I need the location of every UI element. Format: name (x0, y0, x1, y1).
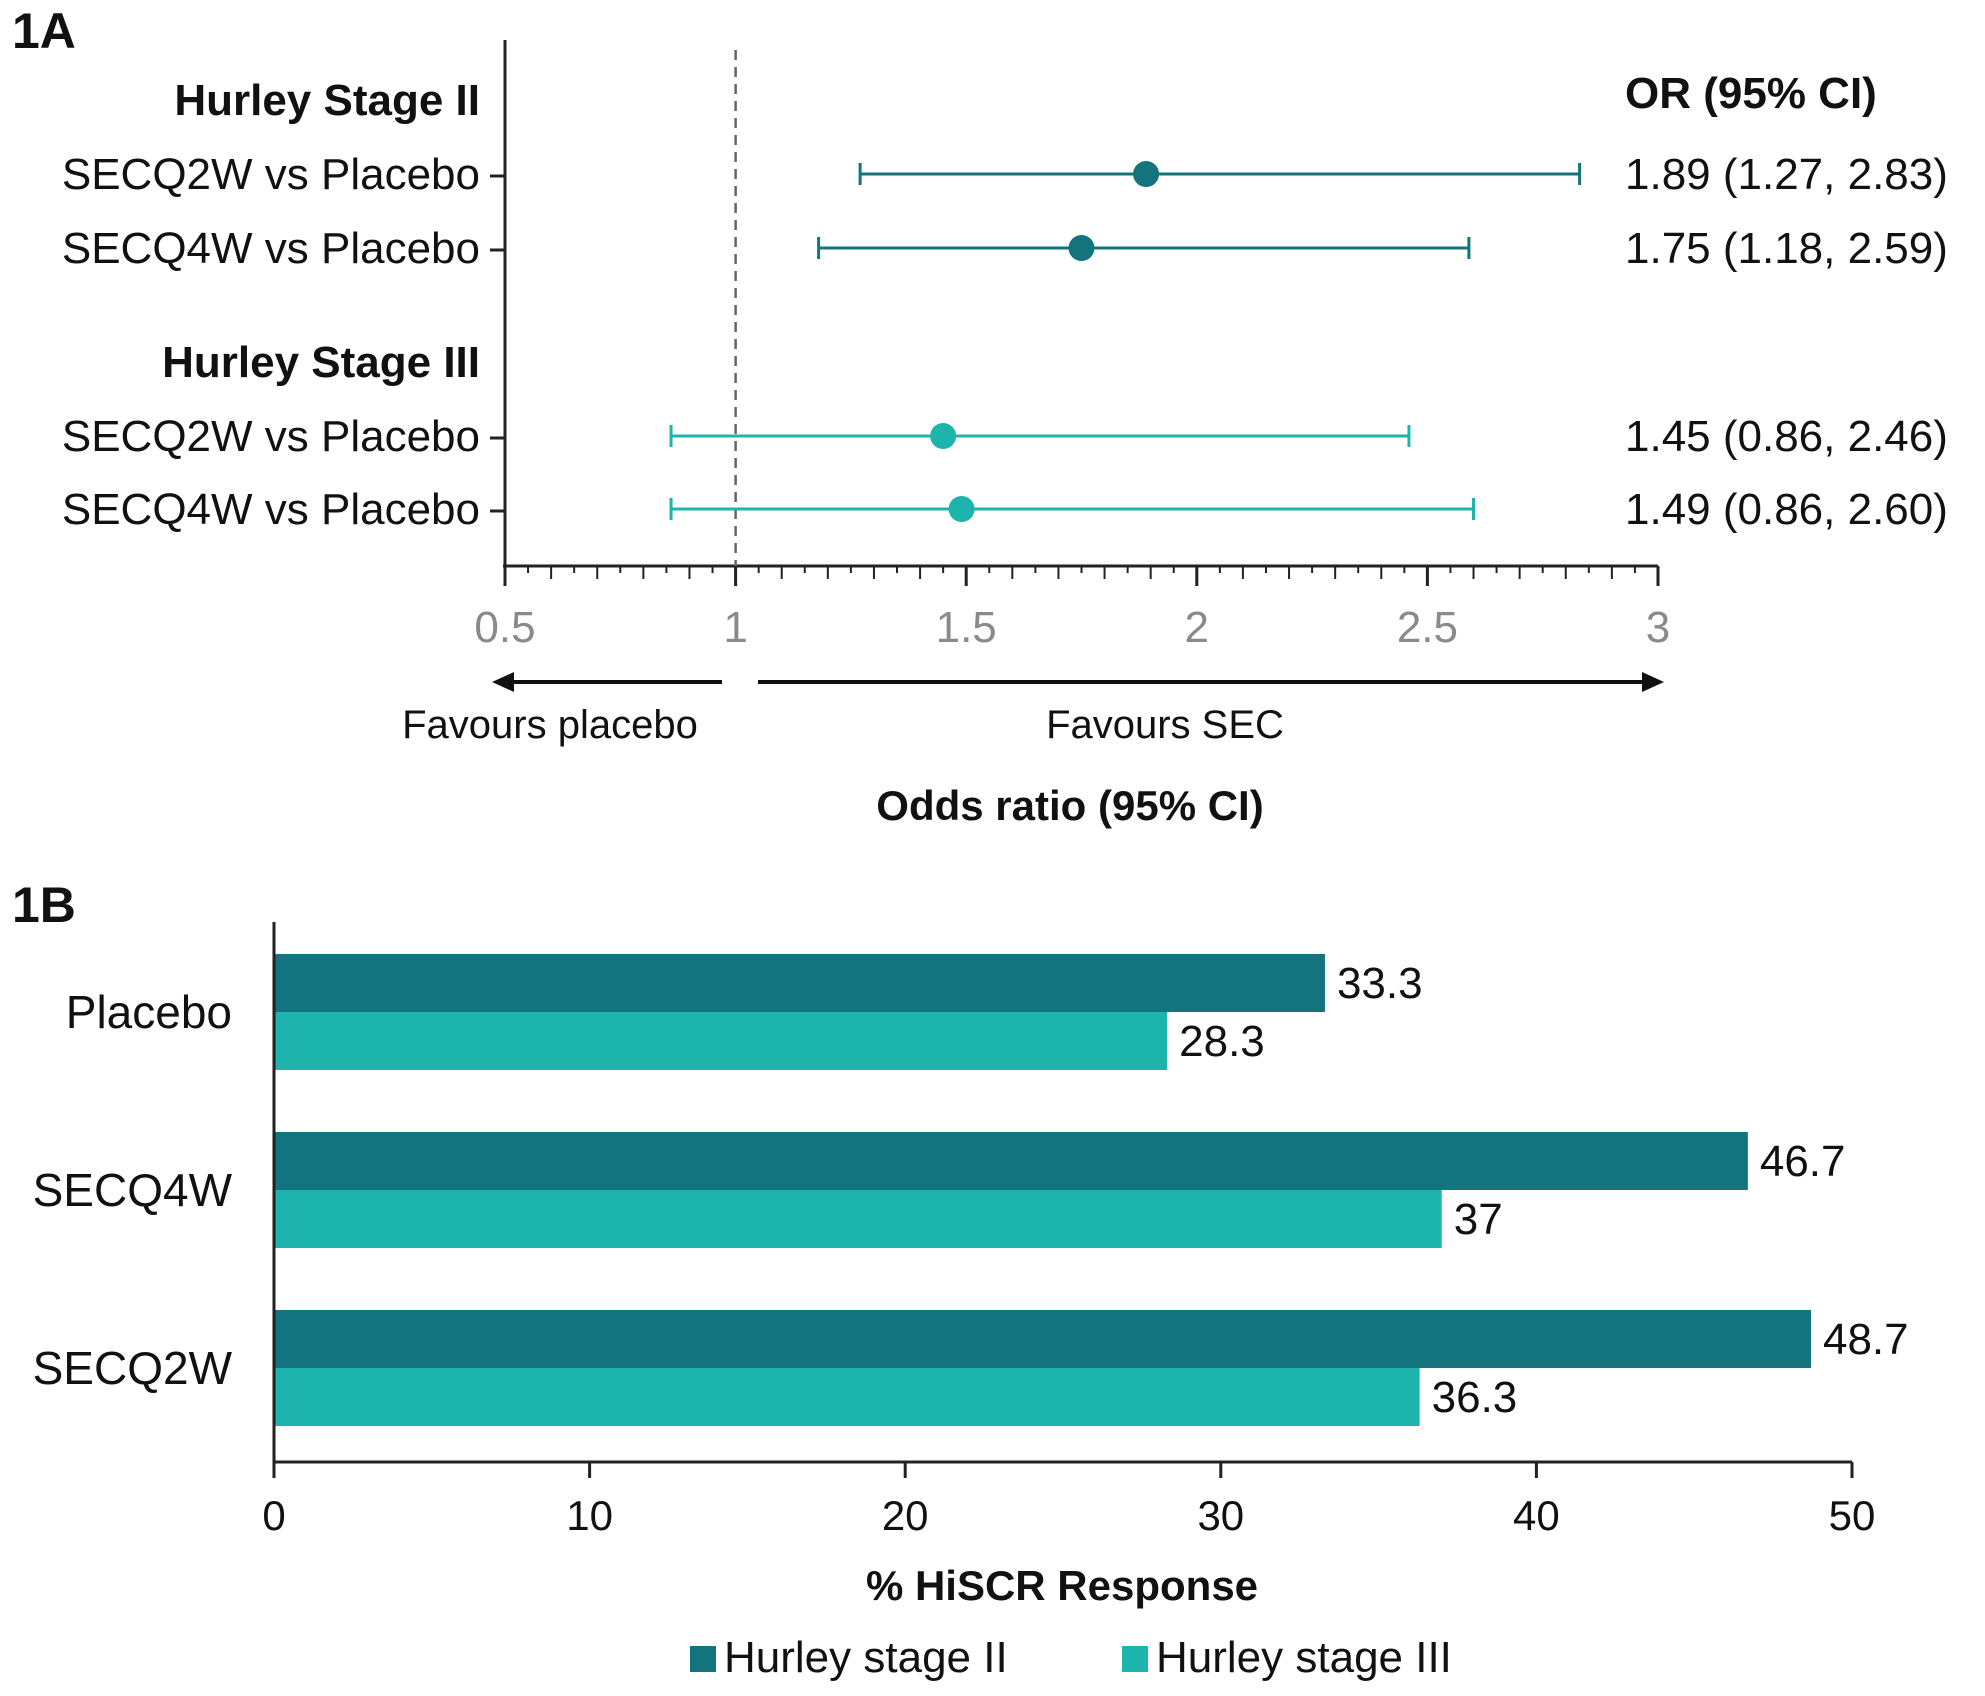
bar-tick-label: 50 (1829, 1492, 1876, 1539)
category-label: SECQ2W (33, 1342, 233, 1394)
or-value: 1.49 (0.86, 2.60) (1625, 485, 1948, 534)
bar (274, 1310, 1811, 1368)
row-label: SECQ4W vs Placebo (62, 485, 480, 534)
bar (274, 1132, 1748, 1190)
bar-categories: Placebo SECQ4W SECQ2W (33, 986, 233, 1394)
bar-value-label: 46.7 (1760, 1137, 1846, 1186)
bar-x-ticks: 0 10 20 30 40 50 (262, 1462, 1875, 1539)
legend-label: Hurley stage II (724, 1633, 1008, 1682)
forest-plot-panel: 1A OR (95% CI) 0.5 1 1.5 2 2.5 3 Hurley Stage… (12, 3, 1948, 829)
legend: Hurley stage II Hurley stage III (690, 1633, 1452, 1682)
forest-tick-label: 0.5 (474, 603, 535, 652)
bar-value-label: 48.7 (1823, 1315, 1909, 1364)
forest-tick-label: 3 (1646, 603, 1670, 652)
forest-tick-label: 1.5 (936, 603, 997, 652)
legend-swatch (690, 1646, 716, 1672)
favours-sec-arrowhead (1642, 672, 1664, 692)
favours-sec-label: Favours SEC (1046, 703, 1284, 747)
row-label: SECQ2W vs Placebo (62, 412, 480, 461)
bar-value-label: 37 (1454, 1195, 1503, 1244)
bar-chart-panel: 1B 33.3 28.3 46.7 37 48.7 36.3 0 10 20 30 40 50 Pl… (12, 877, 1909, 1682)
bar-tick-label: 30 (1197, 1492, 1244, 1539)
forest-x-axis-title: Odds ratio (95% CI) (876, 782, 1263, 829)
panel-a-tag: 1A (12, 3, 76, 59)
group-heading: Hurley Stage III (162, 338, 480, 387)
bar-x-axis-title: % HiSCR Response (866, 1562, 1258, 1609)
bar-tick-label: 40 (1513, 1492, 1560, 1539)
bar-value-label: 36.3 (1432, 1373, 1518, 1422)
or-point (1068, 235, 1095, 261)
bar-tick-label: 0 (262, 1492, 285, 1539)
forest-tick-label: 2 (1185, 603, 1209, 652)
forest-x-ticks: 0.5 1 1.5 2 2.5 3 (474, 566, 1670, 652)
bar-value-label: 28.3 (1179, 1017, 1265, 1066)
or-value: 1.75 (1.18, 2.59) (1625, 224, 1948, 273)
bar-tick-label: 20 (882, 1492, 929, 1539)
or-value: 1.89 (1.27, 2.83) (1625, 150, 1948, 199)
favours-placebo-label: Favours placebo (402, 703, 698, 747)
forest-tick-label: 2.5 (1397, 603, 1458, 652)
row-label: SECQ2W vs Placebo (62, 150, 480, 199)
bar (274, 1368, 1420, 1426)
forest-tick-label: 1 (723, 603, 747, 652)
bar-tick-label: 10 (566, 1492, 613, 1539)
bar-value-label: 33.3 (1337, 959, 1423, 1008)
forest-rows: Hurley Stage II SECQ2W vs Placebo 1.89 (1.… (62, 76, 1948, 534)
or-column-header: OR (95% CI) (1625, 69, 1877, 118)
legend-swatch (1122, 1646, 1148, 1672)
bar (274, 1012, 1168, 1070)
bar-marks: 33.3 28.3 46.7 37 48.7 36.3 (274, 954, 1909, 1426)
panel-b-tag: 1B (12, 877, 76, 933)
legend-label: Hurley stage III (1156, 1633, 1452, 1682)
category-label: SECQ4W (33, 1164, 233, 1216)
category-label: Placebo (66, 986, 232, 1038)
bar (274, 1190, 1442, 1248)
or-point (948, 496, 975, 522)
row-label: SECQ4W vs Placebo (62, 224, 480, 273)
bar (274, 954, 1325, 1012)
or-point (930, 423, 957, 449)
or-value: 1.45 (0.86, 2.46) (1625, 412, 1948, 461)
or-point (1133, 161, 1160, 187)
group-heading: Hurley Stage II (174, 76, 480, 125)
favours-placebo-arrowhead (492, 672, 514, 692)
